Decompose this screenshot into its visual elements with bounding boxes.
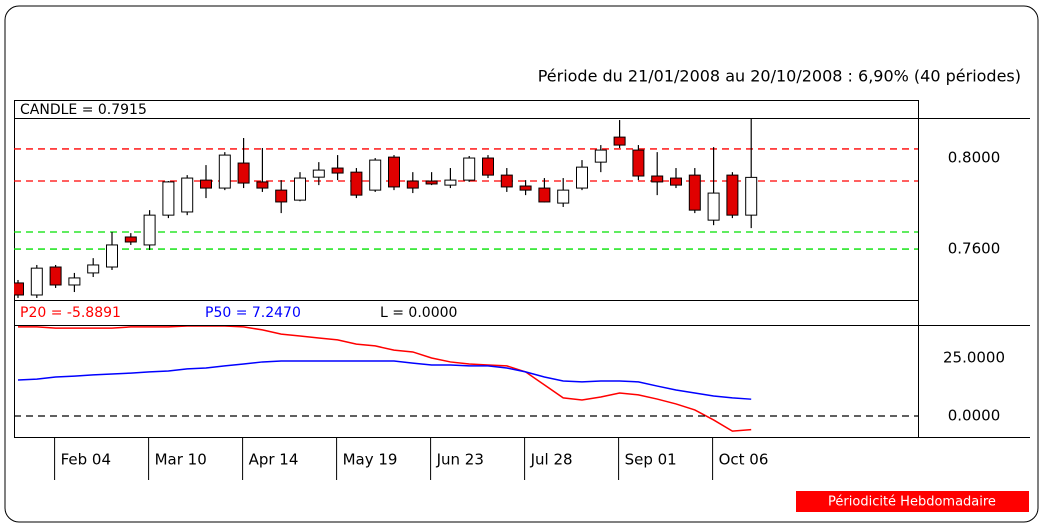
footer-box — [796, 491, 1029, 512]
candle-body — [30, 267, 43, 296]
candle-body — [632, 149, 645, 177]
candle-body — [14, 282, 24, 296]
legend-label: P20 = -5.8891 — [20, 305, 121, 321]
footer: Périodicité Hebdomadaire — [828, 495, 996, 510]
candle-body — [594, 149, 607, 163]
candle-body — [651, 175, 664, 183]
candle-body — [425, 180, 438, 185]
x-tick-label: Mar 10 — [155, 451, 207, 469]
candle-body — [482, 157, 494, 176]
panel-frames — [14, 100, 1030, 438]
y-tick-label: 0.0000 — [948, 407, 1001, 425]
candle-body — [557, 189, 570, 204]
candle-body — [707, 192, 720, 221]
candle-body — [463, 157, 476, 181]
candle-header: CANDLE = 0.7915 — [20, 102, 147, 118]
candle-body — [688, 174, 701, 211]
candle-body — [312, 169, 325, 178]
candle-body — [218, 154, 231, 189]
candle-body — [613, 136, 626, 146]
candle-body — [162, 181, 175, 216]
x-tick-label: Feb 04 — [61, 451, 111, 469]
candle-body — [256, 181, 269, 189]
candle-plot — [14, 119, 918, 298]
candle-body — [726, 174, 739, 216]
candle-body — [200, 179, 212, 189]
x-tick-label: Apr 14 — [249, 451, 299, 469]
candle-body — [294, 177, 306, 201]
line-plot — [14, 326, 918, 432]
indicator-line — [18, 326, 752, 432]
candle-body — [275, 189, 288, 203]
candle-body — [519, 185, 532, 191]
legend-label: P50 = 7.2470 — [205, 305, 301, 321]
x-tick-label: Sep 01 — [625, 451, 677, 469]
candle-body — [406, 180, 419, 189]
candle-body — [68, 277, 81, 286]
candle-body — [87, 264, 100, 274]
candle-body — [350, 171, 363, 196]
y-tick-label: 0.7600 — [948, 240, 1001, 258]
legend-label: L = 0.0000 — [380, 305, 457, 321]
x-tick-label: May 19 — [343, 451, 398, 469]
x-tick-label: Oct 06 — [719, 451, 769, 469]
candle-body — [745, 176, 758, 216]
candle-body — [49, 266, 62, 286]
window-frame — [4, 5, 1039, 523]
candle-body — [444, 179, 457, 186]
candle-body — [143, 214, 156, 246]
candle-body — [237, 162, 250, 184]
candle-body — [500, 174, 513, 188]
candle-body — [670, 177, 682, 186]
x-tick-label: Jul 28 — [530, 451, 573, 469]
indicator-line — [17, 360, 752, 400]
x-tick-label: Jun 23 — [436, 451, 484, 469]
chart-title: Période du 21/01/2008 au 20/10/2008 : 6,… — [538, 67, 1021, 86]
candle-body — [124, 236, 137, 243]
y-tick-label: 0.8000 — [948, 149, 1001, 167]
candle-body — [181, 177, 194, 213]
candle-body — [331, 167, 344, 174]
candle-body — [538, 187, 551, 203]
candle-body — [576, 166, 588, 189]
candle-body — [369, 159, 382, 191]
y-tick-label: 25.0000 — [943, 348, 1005, 366]
candle-body — [388, 156, 400, 188]
candle-body — [106, 244, 118, 268]
